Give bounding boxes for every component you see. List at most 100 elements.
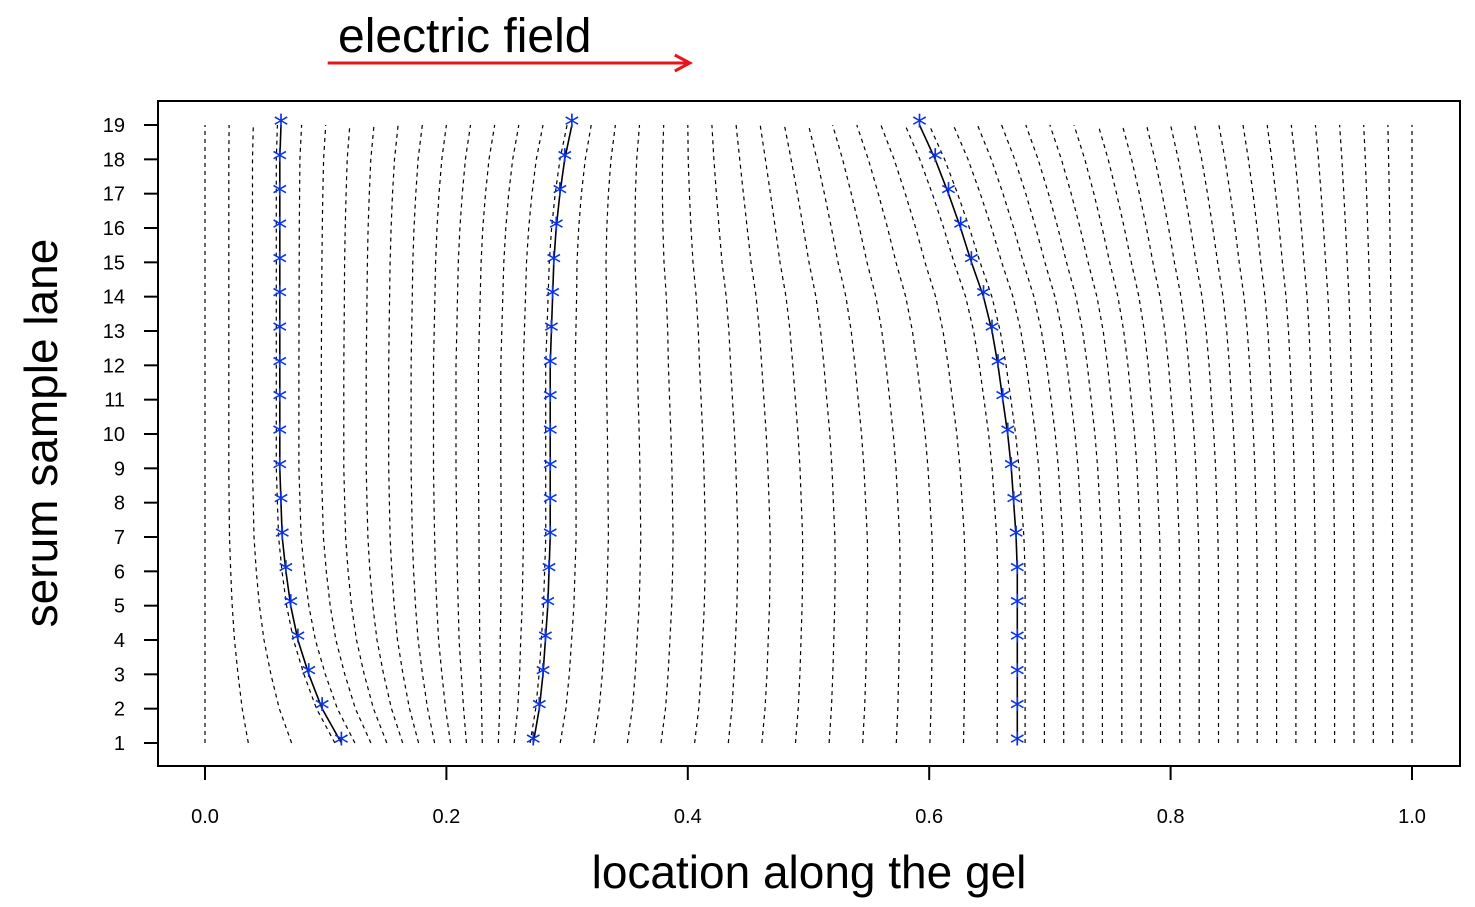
warp-line: [660, 124, 674, 744]
y-tick-label: 3: [114, 664, 125, 686]
y-tick-label: 11: [104, 390, 125, 412]
star-marker: *: [301, 658, 316, 693]
electric-field-arrow: [327, 53, 693, 73]
warp-line: [228, 124, 249, 744]
warp-line: [1363, 124, 1374, 743]
star-marker: *: [543, 349, 558, 384]
warp-line: [832, 124, 901, 744]
star-marker: *: [272, 315, 287, 350]
star-marker: *: [1000, 418, 1015, 453]
warp-line: [455, 124, 472, 744]
star-marker: *: [283, 590, 298, 625]
warp-line: [365, 124, 404, 744]
arrow-head: [674, 53, 693, 73]
warp-line: [593, 124, 616, 744]
warp-line: [1049, 124, 1123, 743]
star-marker: *: [546, 246, 561, 281]
y-tick-label: 17: [103, 184, 125, 206]
star-marker: *: [1010, 590, 1025, 625]
star-marker: *: [278, 555, 293, 590]
warp-line: [904, 124, 999, 744]
warp-line: [1242, 124, 1278, 743]
warp-line: [1266, 124, 1297, 743]
star-marker: *: [334, 727, 349, 762]
y-tick-label: 5: [114, 596, 125, 618]
star-marker: *: [557, 143, 572, 178]
electric-field-label: electric field: [338, 10, 591, 63]
warp-line: [1073, 124, 1142, 743]
warp-line: [1121, 124, 1181, 743]
star-marker: *: [544, 315, 559, 350]
star-marker: *: [1010, 624, 1025, 659]
star-marker: *: [275, 521, 290, 556]
star-marker: *: [272, 246, 287, 281]
x-axis: 0.0 0.2 0.4 0.6 0.8 1.0: [191, 765, 1426, 828]
warp-line: [711, 124, 739, 744]
warp-line: [410, 124, 436, 744]
star-marker: *: [272, 418, 287, 453]
star-marker: *: [964, 246, 979, 281]
star-marker: *: [540, 590, 555, 625]
y-tick-label: 19: [103, 115, 125, 137]
star-marker: *: [995, 384, 1010, 419]
star-marker: *: [1010, 658, 1025, 693]
warp-line: [1025, 124, 1103, 743]
y-tick-label: 7: [114, 527, 125, 549]
warp-line: [320, 124, 372, 744]
warp-line: [687, 124, 707, 744]
warp-line: [529, 124, 568, 744]
y-tick-label: 13: [103, 321, 125, 343]
warp-line: [251, 124, 293, 744]
warp-line: [1194, 124, 1239, 743]
star-marker: *: [543, 487, 558, 522]
x-axis-title: location along the gel: [592, 846, 1027, 898]
warp-line: [856, 124, 934, 744]
warp-line: [497, 124, 520, 744]
star-marker: *: [564, 109, 579, 144]
plot-frame: [157, 100, 1461, 767]
star-marker: *: [953, 212, 968, 247]
x-tick-label: 0.2: [432, 806, 460, 828]
warp-line: [513, 124, 544, 744]
warp-line: [952, 124, 1045, 743]
star-marker: *: [315, 693, 330, 728]
star-marker: *: [272, 281, 287, 316]
star-marker: *: [976, 281, 991, 316]
star-marker: *: [542, 555, 557, 590]
star-marker: *: [538, 624, 553, 659]
warp-line: [759, 124, 804, 744]
y-tick-label: 18: [103, 149, 125, 171]
warp-lines: [204, 124, 1413, 744]
star-marker: *: [543, 384, 558, 419]
star-marker: *: [272, 212, 287, 247]
star-marker: *: [552, 178, 567, 213]
star-marker: *: [272, 143, 287, 178]
x-tick-label: 0.4: [674, 806, 702, 828]
star-marker: *: [1004, 452, 1019, 487]
warp-line: [1339, 124, 1355, 743]
star-marker: *: [912, 109, 927, 144]
warp-line: [1218, 124, 1258, 743]
warp-line: [928, 124, 1026, 743]
star-marker: *: [941, 178, 956, 213]
warp-line: [1170, 124, 1220, 743]
x-tick-label: 0.8: [1157, 806, 1185, 828]
y-tick-label: 12: [103, 355, 125, 377]
y-tick-label: 16: [103, 218, 125, 240]
star-marker: *: [272, 178, 287, 213]
warp-line: [1290, 124, 1316, 743]
star-marker: *: [1009, 521, 1024, 556]
y-tick-label: 2: [114, 699, 125, 721]
warp-line: [626, 124, 642, 744]
star-marker: *: [272, 384, 287, 419]
star-marker: *: [549, 212, 564, 247]
warp-line: [1314, 124, 1336, 743]
star-marker: *: [272, 349, 287, 384]
star-marker: *: [545, 281, 560, 316]
star-marker: *: [1010, 555, 1025, 590]
star-marker: *: [526, 727, 541, 762]
warp-line: [783, 124, 836, 744]
y-tick-label: 6: [114, 561, 125, 583]
